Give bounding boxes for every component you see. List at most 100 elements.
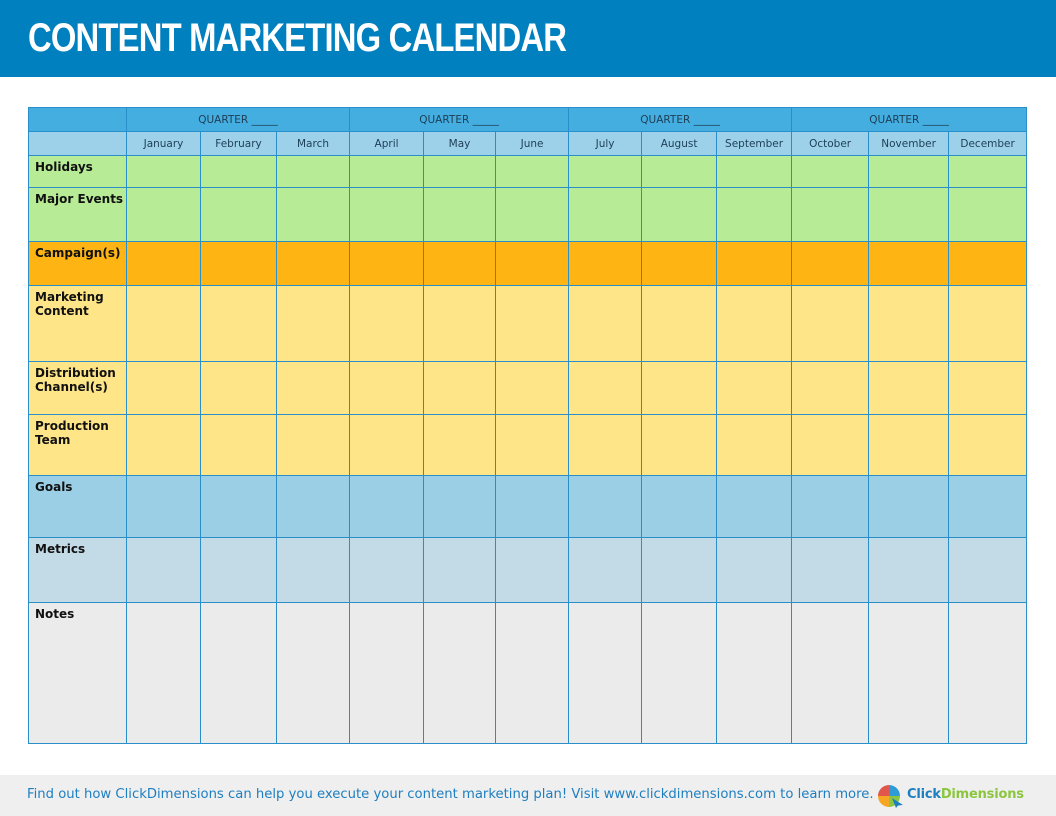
calendar-cell[interactable] [200,187,277,242]
calendar-cell[interactable] [868,414,950,476]
calendar-cell[interactable] [495,155,570,188]
calendar-cell[interactable] [641,414,718,476]
calendar-cell[interactable] [716,155,793,188]
calendar-cell[interactable] [716,187,793,242]
calendar-cell[interactable] [126,155,201,188]
calendar-cell[interactable] [423,155,497,188]
calendar-cell[interactable] [868,187,950,242]
calendar-cell[interactable] [948,602,1028,744]
calendar-cell[interactable] [200,155,277,188]
calendar-cell[interactable] [275,414,351,476]
calendar-cell[interactable] [495,285,570,362]
calendar-cell[interactable] [716,361,793,415]
calendar-cell[interactable] [716,475,793,538]
calendar-cell[interactable] [349,537,425,603]
calendar-cell[interactable] [791,285,870,362]
calendar-cell[interactable] [568,475,643,538]
calendar-cell[interactable] [349,475,425,538]
calendar-cell[interactable] [349,361,425,415]
calendar-cell[interactable] [495,414,570,476]
calendar-cell[interactable] [126,602,201,744]
calendar-cell[interactable] [868,241,950,286]
calendar-cell[interactable] [423,414,497,476]
calendar-cell[interactable] [568,241,643,286]
calendar-cell[interactable] [495,187,570,242]
calendar-cell[interactable] [568,537,643,603]
calendar-cell[interactable] [423,285,497,362]
calendar-cell[interactable] [948,537,1028,603]
calendar-cell[interactable] [275,602,351,744]
calendar-cell[interactable] [791,414,870,476]
calendar-cell[interactable] [716,602,793,744]
calendar-cell[interactable] [716,537,793,603]
calendar-cell[interactable] [423,602,497,744]
calendar-cell[interactable] [641,602,718,744]
calendar-cell[interactable] [423,187,497,242]
calendar-cell[interactable] [868,361,950,415]
calendar-cell[interactable] [791,155,870,188]
calendar-cell[interactable] [868,285,950,362]
calendar-cell[interactable] [349,285,425,362]
calendar-cell[interactable] [349,241,425,286]
calendar-cell[interactable] [423,475,497,538]
calendar-cell[interactable] [716,285,793,362]
calendar-cell[interactable] [275,537,351,603]
calendar-cell[interactable] [791,537,870,603]
calendar-cell[interactable] [126,537,201,603]
calendar-cell[interactable] [275,475,351,538]
calendar-cell[interactable] [568,414,643,476]
calendar-cell[interactable] [275,285,351,362]
calendar-cell[interactable] [948,361,1028,415]
calendar-cell[interactable] [275,155,351,188]
calendar-cell[interactable] [495,537,570,603]
calendar-cell[interactable] [126,241,201,286]
calendar-cell[interactable] [200,241,277,286]
calendar-cell[interactable] [868,602,950,744]
calendar-cell[interactable] [948,155,1028,188]
calendar-cell[interactable] [200,537,277,603]
calendar-cell[interactable] [349,414,425,476]
calendar-cell[interactable] [200,475,277,538]
calendar-cell[interactable] [349,602,425,744]
calendar-cell[interactable] [791,602,870,744]
calendar-cell[interactable] [868,475,950,538]
calendar-cell[interactable] [791,187,870,242]
calendar-cell[interactable] [495,475,570,538]
calendar-cell[interactable] [126,475,201,538]
calendar-cell[interactable] [200,414,277,476]
calendar-cell[interactable] [126,187,201,242]
calendar-cell[interactable] [200,602,277,744]
calendar-cell[interactable] [948,187,1028,242]
calendar-cell[interactable] [791,361,870,415]
calendar-cell[interactable] [948,414,1028,476]
calendar-cell[interactable] [568,187,643,242]
calendar-cell[interactable] [641,475,718,538]
calendar-cell[interactable] [868,537,950,603]
calendar-cell[interactable] [948,475,1028,538]
calendar-cell[interactable] [641,537,718,603]
calendar-cell[interactable] [495,361,570,415]
calendar-cell[interactable] [641,155,718,188]
calendar-cell[interactable] [200,285,277,362]
calendar-cell[interactable] [423,537,497,603]
calendar-cell[interactable] [641,361,718,415]
calendar-cell[interactable] [423,361,497,415]
calendar-cell[interactable] [716,414,793,476]
calendar-cell[interactable] [495,241,570,286]
calendar-cell[interactable] [641,187,718,242]
calendar-cell[interactable] [948,285,1028,362]
calendar-cell[interactable] [126,285,201,362]
calendar-cell[interactable] [641,241,718,286]
calendar-cell[interactable] [568,361,643,415]
calendar-cell[interactable] [948,241,1028,286]
calendar-cell[interactable] [568,602,643,744]
calendar-cell[interactable] [868,155,950,188]
calendar-cell[interactable] [275,241,351,286]
calendar-cell[interactable] [423,241,497,286]
calendar-cell[interactable] [716,241,793,286]
calendar-cell[interactable] [495,602,570,744]
calendar-cell[interactable] [791,475,870,538]
calendar-cell[interactable] [275,361,351,415]
calendar-cell[interactable] [349,155,425,188]
calendar-cell[interactable] [568,155,643,188]
